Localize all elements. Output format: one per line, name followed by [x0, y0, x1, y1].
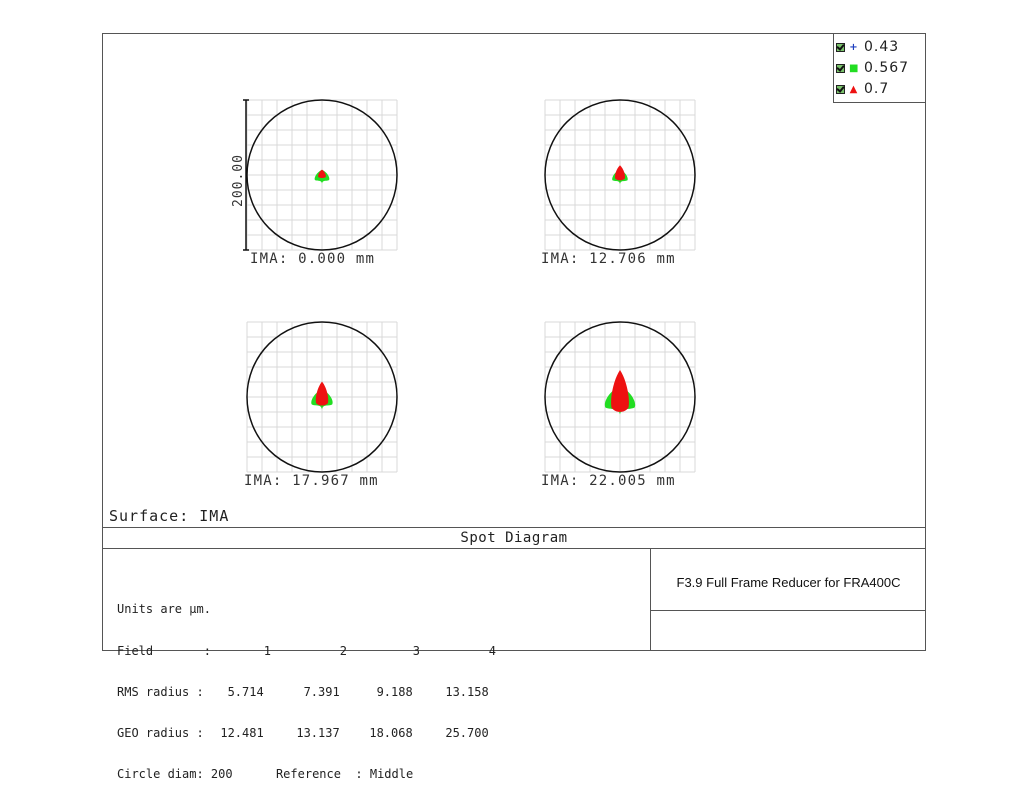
legend-checkbox[interactable]: [836, 84, 845, 94]
legend-item-1[interactable]: ■ 0.567: [836, 58, 909, 78]
design-title: F3.9 Full Frame Reducer for FRA400C: [676, 575, 901, 590]
spot-series-07: [318, 169, 326, 178]
scale-bar-label: 200.00: [231, 154, 246, 207]
square-marker-icon: ■: [849, 62, 860, 74]
legend-checkbox[interactable]: [836, 63, 845, 73]
legend-item-2[interactable]: ▲ 0.7: [836, 79, 889, 99]
spot-series-07: [614, 165, 626, 181]
divider-surface: [102, 527, 926, 528]
field-label: IMA: 17.967 mm: [244, 473, 379, 489]
airy-circle: [246, 321, 398, 473]
chart-title: Spot Diagram: [460, 530, 568, 546]
divider-info: [650, 548, 651, 651]
airy-circle: [544, 321, 696, 473]
legend[interactable]: + 0.43 ■ 0.567 ▲ 0.7: [833, 33, 926, 103]
airy-circle: [544, 99, 696, 251]
units-row: Units are µm.: [117, 602, 211, 617]
divider-title: [102, 548, 926, 549]
circle-row: Circle diam: 200 Reference : Middle: [117, 766, 414, 781]
legend-label: 0.43: [864, 39, 900, 55]
spot-diagram-canvas: IMA: 0.000 mm IMA: 12.706 mm IMA: 17.967 m…: [231, 99, 696, 489]
field-label: IMA: 0.000 mm: [250, 251, 375, 267]
field-label: IMA: 12.706 mm: [541, 251, 676, 267]
legend-item-0[interactable]: + 0.43: [836, 37, 899, 57]
rms-row: RMS radius :5.714 7.391 9.188 13.158: [117, 684, 489, 699]
legend-checkbox[interactable]: [836, 42, 845, 52]
airy-circle: [246, 99, 398, 251]
cross-marker-icon: +: [849, 41, 859, 53]
divider-design: [650, 610, 926, 611]
plot-frame: [102, 33, 926, 651]
surface-label: Surface: IMA: [109, 507, 230, 525]
spot-series-07: [611, 370, 629, 412]
legend-label: 0.567: [864, 60, 910, 76]
geo-row-label: GEO radius :: [117, 725, 204, 740]
spot-series-07: [315, 381, 329, 406]
triangle-marker-icon: ▲: [849, 83, 859, 95]
field-label: IMA: 22.005 mm: [541, 473, 676, 489]
rms-row-label: RMS radius :: [117, 684, 204, 699]
geo-row: GEO radius :12.481 13.137 18.068 25.700: [117, 725, 489, 740]
legend-label: 0.7: [864, 81, 890, 97]
field-row-label: Field :: [117, 643, 211, 658]
